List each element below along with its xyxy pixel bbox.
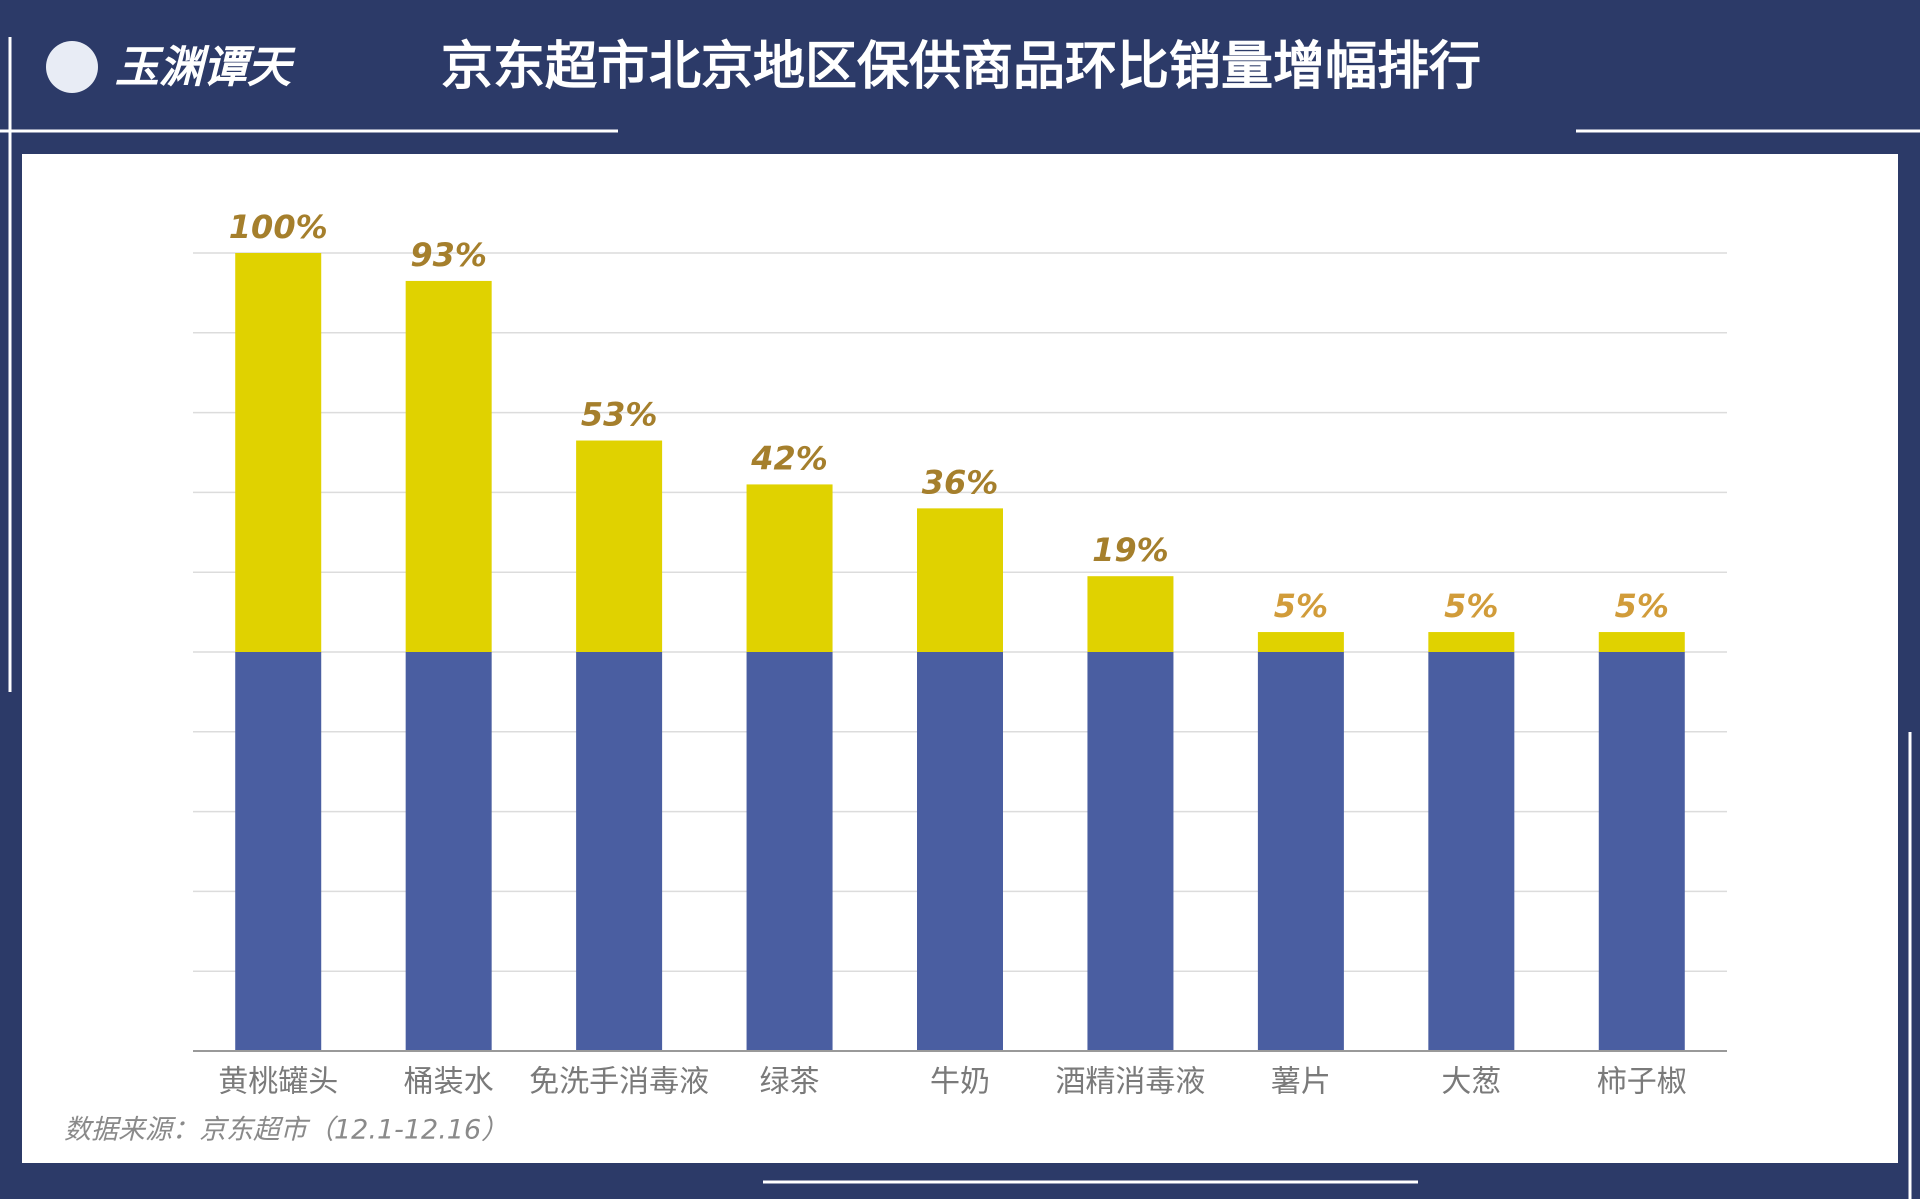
data-label: 93%: [410, 236, 487, 274]
x-tick-label: 黄桃罐头: [218, 1065, 338, 1100]
bar-segment: [917, 508, 1003, 652]
x-tick-label: 薯片: [1271, 1065, 1331, 1100]
bar-segment: [235, 652, 322, 1051]
bar-segment: [746, 652, 833, 1051]
bar-segment: [405, 652, 492, 1051]
bar-segment: [1087, 652, 1174, 1051]
bar-segment: [1428, 652, 1515, 1051]
x-tick-label: 酒精消毒液: [1055, 1065, 1205, 1100]
data-label: 36%: [922, 463, 999, 501]
chart-title: 京东超市北京地区保供商品环比销量增幅排行: [441, 37, 1481, 97]
data-label: 100%: [229, 208, 328, 246]
bar-segment: [1257, 652, 1344, 1051]
data-label: 5%: [1274, 587, 1328, 625]
data-label: 42%: [750, 439, 828, 477]
bar-segment: [405, 280, 492, 652]
x-tick-label: 柿子椒: [1597, 1065, 1687, 1100]
data-label: 5%: [1444, 587, 1498, 625]
bar-segment: [746, 484, 833, 652]
x-tick-label: 桶装水: [404, 1065, 494, 1100]
bar-segment: [235, 253, 322, 652]
bar-segment: [576, 652, 663, 1051]
bar-segment: [1087, 576, 1174, 652]
bar-segment: [1257, 632, 1344, 652]
bar-segment: [1598, 632, 1685, 652]
data-label: 5%: [1615, 587, 1669, 625]
bar-segment: [917, 652, 1003, 1051]
bar-segment: [1428, 632, 1515, 652]
logo-text: 玉渊谭天: [115, 42, 296, 93]
logo-icon: [46, 41, 98, 93]
x-tick-label: 免洗手消毒液: [529, 1065, 709, 1100]
data-label: 53%: [581, 396, 658, 434]
x-tick-label: 大葱: [1441, 1065, 1501, 1100]
x-tick-label: 牛奶: [930, 1065, 990, 1100]
bar-segment: [576, 440, 663, 652]
data-label: 19%: [1092, 531, 1169, 569]
bar-segment: [1598, 652, 1685, 1051]
x-tick-label: 绿茶: [760, 1065, 820, 1100]
source-note: 数据来源：京东超市（12.1-12.16）: [64, 1115, 508, 1146]
